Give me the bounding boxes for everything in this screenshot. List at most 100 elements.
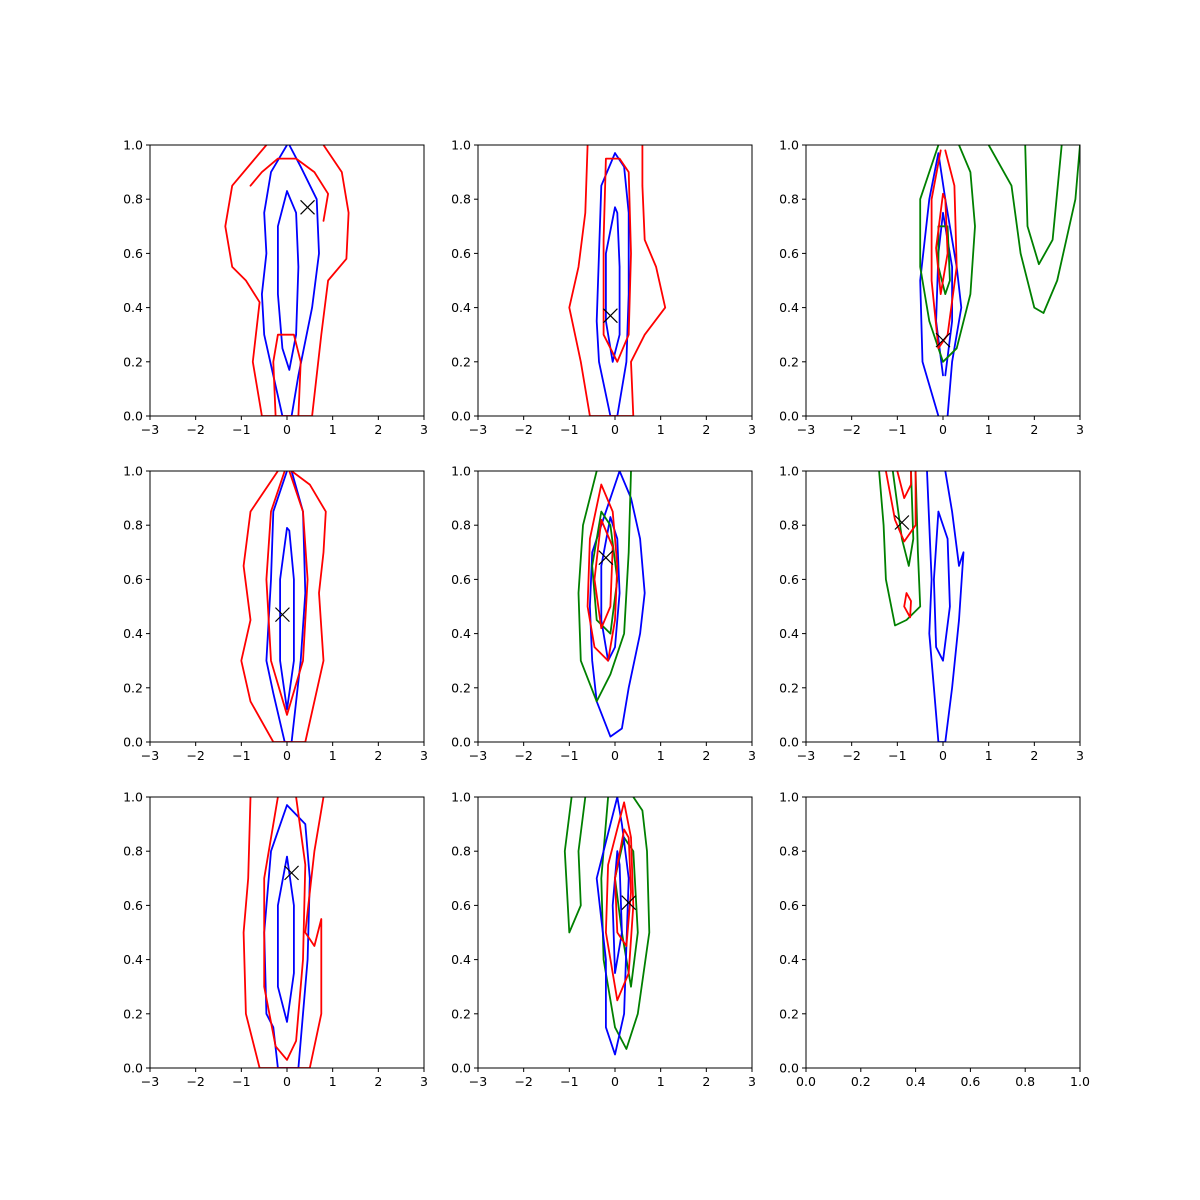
contour-green-2 [600, 797, 651, 1050]
x-tick-label: 1.0 [1070, 1074, 1090, 1089]
y-tick-label: 1.0 [779, 138, 799, 153]
y-tick-label: 0.6 [779, 246, 799, 261]
y-tick-label: 0.0 [779, 409, 799, 424]
y-tick-label: 0.0 [451, 735, 471, 750]
y-tick-label: 1.0 [123, 138, 143, 153]
x-tick-label: −2 [514, 1074, 532, 1089]
y-tick-label: 0.2 [451, 1006, 471, 1021]
y-tick-label: 1.0 [451, 138, 471, 153]
x-tick-label: 0.0 [796, 1074, 816, 1089]
x-marker [603, 308, 618, 324]
y-tick-label: 0.0 [451, 409, 471, 424]
contour-blue-2 [277, 190, 300, 371]
subplot-6: −3 −2 −1 0 1 2 3 0.0 0.2 0.4 0.6 0.8 1.0 [779, 464, 1084, 764]
contour-blue-4 [595, 797, 630, 1056]
contour-group [224, 145, 350, 416]
y-tick-label: 0.2 [123, 680, 143, 695]
y-tick-label: 0.4 [123, 300, 143, 315]
y-tick-label: 0.2 [451, 680, 471, 695]
x-tick-label: −1 [888, 748, 906, 763]
x-tick-label: 1 [657, 1074, 665, 1089]
x-tick-label: −1 [232, 748, 250, 763]
contour-red-7 [614, 828, 632, 947]
y-tick-label: 0.6 [123, 572, 143, 587]
x-tick-label: −2 [842, 748, 860, 763]
x-tick-label: 0 [939, 422, 947, 437]
subplot-8: −3 −2 −1 0 1 2 3 0.0 0.2 0.4 0.6 0.8 1.0 [451, 790, 756, 1090]
subplot-3: −3 −2 −1 0 1 2 3 0.0 0.2 0.4 0.6 0.8 1.0 [779, 138, 1084, 438]
x-tick-label: −1 [232, 422, 250, 437]
x-tick-label: 3 [1076, 422, 1084, 437]
y-tick-label: 0.6 [123, 246, 143, 261]
contour-blue-2 [277, 855, 295, 1023]
y-tick-label: 0.4 [451, 300, 471, 315]
y-tick-label: 0.4 [451, 626, 471, 641]
x-tick-label: −1 [560, 1074, 578, 1089]
x-tick-label: −1 [560, 748, 578, 763]
x-tick-label: −3 [141, 422, 159, 437]
x-marker [598, 550, 614, 566]
y-tick-label: 0.8 [451, 518, 471, 533]
y-tick-label: 0.6 [451, 246, 471, 261]
y-tick-label: 0.8 [779, 518, 799, 533]
x-tick-label: 1 [657, 422, 665, 437]
contour-blue-2 [933, 510, 951, 662]
x-marker [300, 199, 315, 215]
y-tick-label: 1.0 [779, 464, 799, 479]
x-tick-label: 1 [985, 422, 993, 437]
contour-red-4 [249, 157, 329, 222]
x-tick-label: 0.8 [1015, 1074, 1035, 1089]
subplot-4: −3 −2 −1 0 1 2 3 0.0 0.2 0.4 0.6 0.8 1.0 [123, 464, 428, 764]
axes-frame [149, 796, 425, 1069]
x-tick-label: 1 [329, 422, 337, 437]
x-tick-label: 0 [611, 748, 619, 763]
contour-green-3 [577, 471, 632, 703]
subplot-1: −3 −2 −1 0 1 2 3 0.0 0.2 0.4 0.6 0.8 1.0 [123, 138, 428, 438]
axes-frame [149, 470, 425, 743]
x-tick-label: 2 [1030, 422, 1038, 437]
x-marker [275, 607, 290, 623]
x-marker [284, 865, 299, 881]
y-tick-label: 1.0 [779, 790, 799, 805]
y-tick-label: 0.2 [779, 1006, 799, 1021]
x-tick-label: 3 [748, 1074, 756, 1089]
contour-green-3 [919, 145, 976, 363]
x-tick-label: 0 [939, 748, 947, 763]
contour-group [563, 797, 651, 1056]
y-tick-label: 0.2 [123, 1006, 143, 1021]
contour-red-5 [586, 483, 619, 662]
y-tick-label: 0.8 [779, 844, 799, 859]
contour-blue-1 [263, 804, 311, 1068]
contour-red-4 [602, 157, 632, 363]
y-tick-label: 0.4 [779, 626, 799, 641]
x-tick-label: −3 [797, 748, 815, 763]
x-tick-label: 3 [420, 748, 428, 763]
x-tick-label: 2 [374, 1074, 382, 1089]
contour-red-3 [240, 471, 327, 742]
x-tick-label: 0.4 [906, 1074, 926, 1089]
contour-blue-1 [919, 152, 963, 416]
contour-red-5 [885, 471, 917, 543]
contour-blue-5 [611, 850, 623, 974]
contour-blue-1 [595, 152, 630, 416]
y-tick-label: 0.2 [123, 354, 143, 369]
subplot-2: −3 −2 −1 0 1 2 3 0.0 0.2 0.4 0.6 0.8 1.0 [451, 138, 756, 438]
x-tick-label: −1 [232, 1074, 250, 1089]
contour-red-6 [896, 471, 912, 499]
contour-blue-1 [265, 471, 307, 742]
y-tick-label: 0.0 [779, 735, 799, 750]
y-tick-label: 1.0 [451, 464, 471, 479]
x-tick-label: 2 [374, 422, 382, 437]
contour-group [242, 797, 325, 1068]
y-tick-label: 0.4 [123, 626, 143, 641]
y-tick-label: 0.8 [123, 844, 143, 859]
x-tick-label: 1 [329, 748, 337, 763]
contour-group [568, 145, 667, 416]
y-tick-label: 0.0 [123, 409, 143, 424]
x-tick-label: 0.2 [851, 1074, 871, 1089]
contour-group [878, 471, 965, 742]
y-tick-label: 0.4 [451, 952, 471, 967]
y-tick-label: 0.0 [779, 1061, 799, 1076]
contour-red-7 [930, 149, 958, 350]
